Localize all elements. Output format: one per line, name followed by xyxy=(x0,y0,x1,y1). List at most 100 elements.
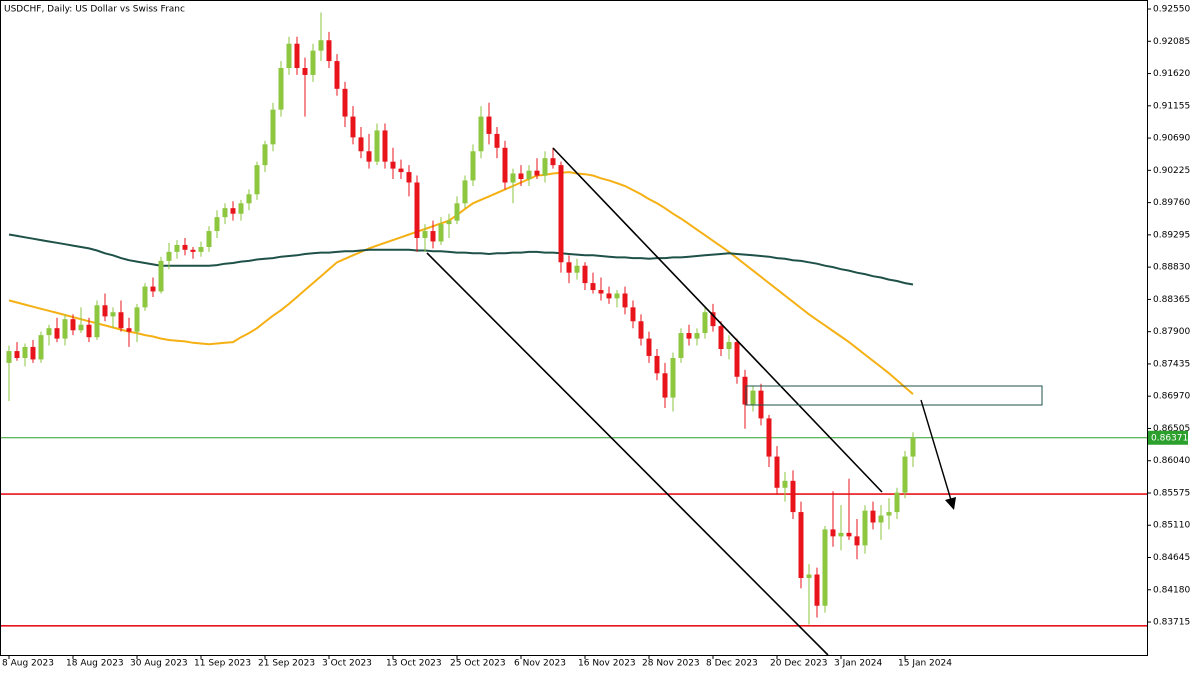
candle-body xyxy=(718,326,724,350)
y-tick-label: 0.91620 xyxy=(1153,69,1190,79)
y-tick-label: 0.84180 xyxy=(1153,585,1190,595)
candle-body xyxy=(238,203,244,214)
candle-body xyxy=(790,480,796,513)
x-tick-label: 15 Jan 2024 xyxy=(898,659,952,669)
y-tick-label: 0.90225 xyxy=(1153,166,1190,176)
candle-body xyxy=(222,208,228,218)
candle-body xyxy=(622,293,628,308)
candle-body xyxy=(254,165,260,195)
candle-body xyxy=(14,351,20,359)
x-tick-label: 6 Nov 2023 xyxy=(514,659,566,669)
candle-body xyxy=(158,260,164,292)
candle-body xyxy=(862,510,868,546)
candle-body xyxy=(734,342,740,377)
candle-body xyxy=(542,158,548,176)
candle-body xyxy=(598,290,604,294)
candle-body xyxy=(894,492,900,513)
candle-body xyxy=(774,456,780,488)
x-tick-label: 28 Nov 2023 xyxy=(642,659,700,669)
x-tick-label: 25 Oct 2023 xyxy=(450,659,506,669)
x-tick-label: 3 Jan 2024 xyxy=(834,659,882,669)
candle-body xyxy=(838,532,844,537)
candle-body xyxy=(526,170,532,180)
candle-body xyxy=(342,88,348,117)
candle-body xyxy=(430,231,436,242)
candle-body xyxy=(150,286,156,292)
candle-body xyxy=(782,480,788,488)
candle-body xyxy=(646,338,652,356)
candle-body xyxy=(494,133,500,148)
candle-body xyxy=(678,333,684,359)
y-tick-label: 0.89760 xyxy=(1153,198,1190,208)
moving-average xyxy=(8,171,914,395)
drawings xyxy=(426,147,1043,656)
candle-body xyxy=(670,358,676,398)
candle-body xyxy=(390,161,396,169)
candle-body xyxy=(590,283,596,291)
candle-body xyxy=(262,144,268,166)
candle-body xyxy=(310,50,316,75)
candle-body xyxy=(286,43,292,68)
candle-body xyxy=(134,307,140,332)
x-tick-label: 30 Aug 2023 xyxy=(130,659,188,669)
y-tick-label: 0.86505 xyxy=(1153,424,1190,434)
y-tick-label: 0.83715 xyxy=(1153,618,1190,628)
candle-body xyxy=(902,456,908,493)
y-tick-label: 0.88830 xyxy=(1153,263,1190,273)
candle-body xyxy=(446,220,452,225)
candle-body xyxy=(78,324,84,331)
candle-body xyxy=(38,335,44,360)
price-label: 0.86371 xyxy=(1151,433,1188,443)
candle-body xyxy=(334,61,340,89)
candle-body xyxy=(374,130,380,162)
candle-body xyxy=(662,373,668,398)
candle-body xyxy=(382,130,388,162)
candle-body xyxy=(126,328,132,332)
candle-body xyxy=(710,312,716,327)
candle-body xyxy=(406,172,412,183)
candle-body xyxy=(910,437,916,457)
x-tick-label: 11 Sep 2023 xyxy=(194,659,251,669)
candle-body xyxy=(814,574,820,606)
candle-body xyxy=(214,217,220,232)
candle-body xyxy=(574,265,580,273)
candle-body xyxy=(270,109,276,145)
chart-title: USDCHF, Daily: US Dollar vs Swiss Franc xyxy=(4,5,185,15)
candle-body xyxy=(582,265,588,284)
x-tick-label: 8 Dec 2023 xyxy=(706,659,758,669)
candle-body xyxy=(806,574,812,578)
x-tick-label: 8 Aug 2023 xyxy=(2,659,54,669)
candle-body xyxy=(614,293,620,299)
candle-body xyxy=(654,355,660,374)
candle-body xyxy=(326,40,332,62)
candle-body xyxy=(606,293,612,299)
candle-body xyxy=(118,312,124,329)
candle-body xyxy=(454,203,460,221)
candle-body xyxy=(302,67,308,75)
arrow-shaft xyxy=(920,399,952,501)
candle-body xyxy=(518,173,524,180)
candle-body xyxy=(94,305,100,338)
candle-body xyxy=(878,515,884,523)
plot-border xyxy=(0,0,1148,656)
x-tick-label: 16 Nov 2023 xyxy=(578,659,636,669)
arrow-head xyxy=(945,497,956,510)
candle-body xyxy=(86,324,92,338)
candle-body xyxy=(70,319,76,331)
candle-body xyxy=(830,529,836,537)
y-tick-label: 0.87900 xyxy=(1153,327,1190,337)
x-tick-label: 3 Oct 2023 xyxy=(322,659,372,669)
y-tick-label: 0.86040 xyxy=(1153,456,1190,466)
candle-body xyxy=(142,286,148,308)
y-tick-label: 0.92550 xyxy=(1153,5,1190,15)
candle-body xyxy=(190,249,196,252)
y-tick-label: 0.92085 xyxy=(1153,37,1190,47)
candle-body xyxy=(478,116,484,152)
y-tick-label: 0.86970 xyxy=(1153,392,1190,402)
candle-body xyxy=(558,165,564,263)
candle-body xyxy=(182,244,188,250)
candle-body xyxy=(366,151,372,162)
candle-body xyxy=(462,180,468,204)
candle-body xyxy=(350,116,356,138)
y-tick-label: 0.85575 xyxy=(1153,488,1190,498)
